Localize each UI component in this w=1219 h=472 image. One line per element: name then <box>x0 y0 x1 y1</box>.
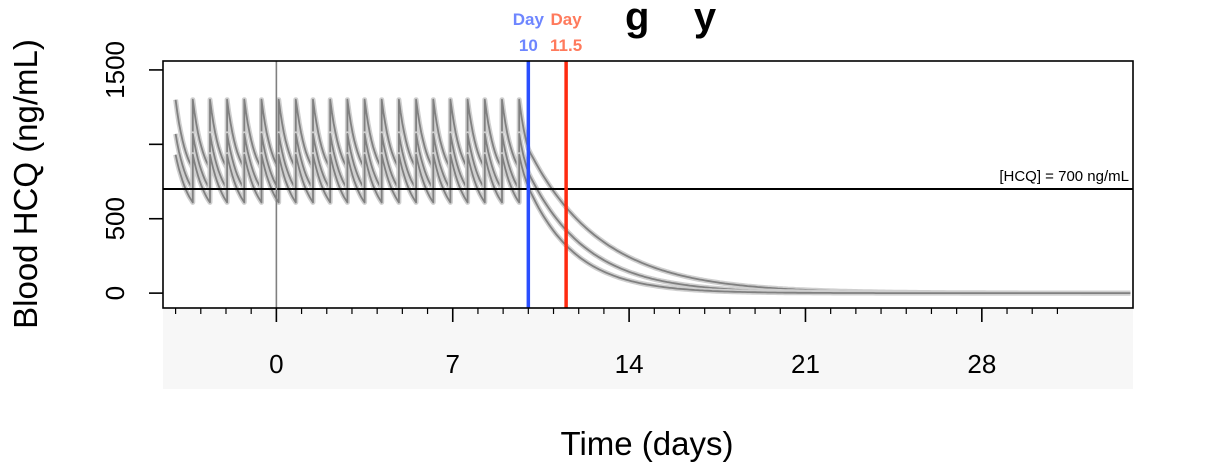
x-tick-label: 21 <box>791 349 820 379</box>
y-axis: 0 500 1500 <box>100 41 163 300</box>
curves-layer <box>173 97 1131 296</box>
series-band <box>173 97 1131 296</box>
marker-label-2-bottom: 11.5 <box>550 36 582 55</box>
plot-frame <box>162 60 1134 309</box>
x-axis: 0 7 14 21 28 <box>174 308 1059 379</box>
x-axis-title: Time (days) <box>561 425 734 462</box>
x-tick-label: 28 <box>967 349 996 379</box>
x-tick-label: 14 <box>615 349 644 379</box>
chart-title-fragment: g y <box>625 0 717 39</box>
marker-label-2-top: Day <box>551 10 583 29</box>
marker-label-1-bottom: 10 <box>519 36 538 55</box>
reference-layer: [HCQ] = 700 ng/mL <box>163 168 1133 190</box>
y-tick-label: 500 <box>100 197 130 240</box>
x-tick-label: 0 <box>269 349 283 379</box>
concentration-line-3 <box>174 153 1131 294</box>
x-axis-band <box>163 307 1133 389</box>
y-tick-label: 0 <box>100 286 130 300</box>
vline-layer: Day 10 Day 11.5 <box>275 10 583 308</box>
y-axis-title: Blood HCQ (ng/mL) <box>7 39 44 329</box>
reference-line-label: [HCQ] = 700 ng/mL <box>999 168 1129 185</box>
x-tick-label: 7 <box>446 349 460 379</box>
marker-label-1-top: Day <box>513 10 545 29</box>
y-tick-label: 1500 <box>100 41 130 99</box>
